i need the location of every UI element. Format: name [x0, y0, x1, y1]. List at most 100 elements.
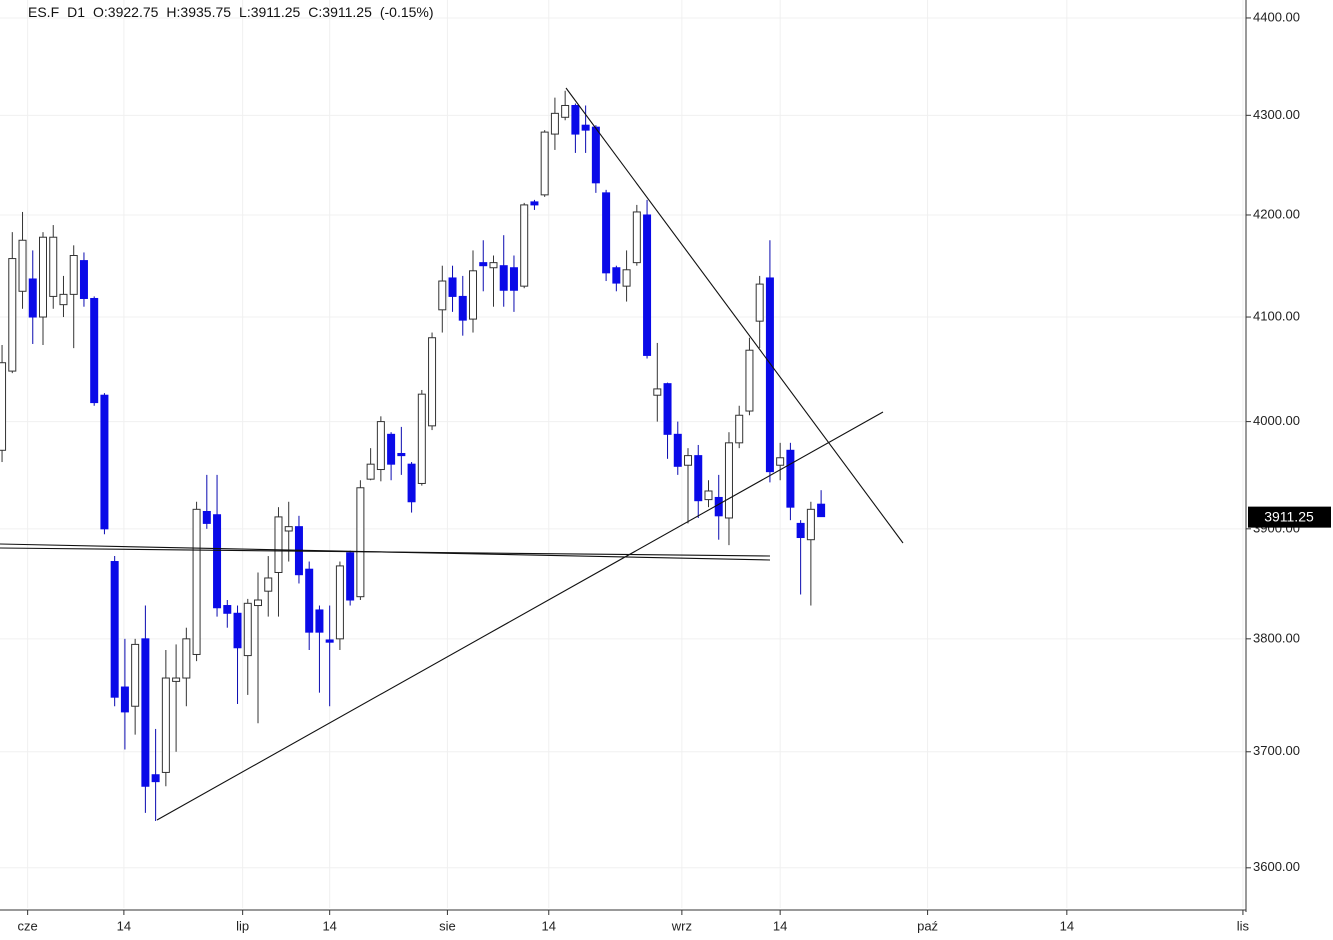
y-tick-label: 4300.00 [1253, 107, 1300, 122]
candle-body [254, 599, 263, 607]
candle-body [489, 262, 498, 269]
candle-body [131, 643, 140, 707]
y-tick-label: 4200.00 [1253, 206, 1300, 221]
symbol: ES.F [28, 4, 60, 20]
candle-body [499, 265, 508, 291]
candle-body [469, 270, 478, 320]
candle-body [571, 104, 580, 135]
candle-body [530, 201, 539, 206]
candle-body [213, 514, 222, 609]
candle-body [817, 503, 826, 518]
candle-body [704, 490, 713, 501]
candle-body [776, 457, 785, 466]
candle-body [39, 236, 48, 318]
y-tick-label: 4400.00 [1253, 9, 1300, 24]
trendline [565, 87, 904, 544]
candle-body [755, 283, 764, 322]
candle-body [540, 131, 549, 196]
x-tick-label: lip [236, 918, 249, 933]
y-tick-label: 3700.00 [1253, 743, 1300, 758]
close: C:3911.25 [308, 4, 372, 20]
candle-body [786, 449, 795, 508]
candle-body [806, 508, 815, 541]
x-tick-label: 14 [322, 918, 336, 933]
candle-body [520, 204, 529, 287]
candle-body [120, 686, 129, 713]
y-tick-label: 4100.00 [1253, 308, 1300, 323]
candle-body [694, 455, 703, 502]
candle-body [581, 124, 590, 131]
x-tick-label: 14 [1060, 918, 1074, 933]
candle-body [325, 639, 334, 643]
candle-body [796, 522, 805, 539]
candle-body [366, 463, 375, 480]
grid [0, 0, 1246, 908]
candle-body [49, 236, 58, 297]
trendline [0, 547, 771, 557]
candle-body [407, 463, 416, 503]
x-tick-label: cze [18, 918, 38, 933]
candle-body [59, 293, 68, 306]
candle-body [458, 295, 467, 321]
candle-body [274, 516, 283, 573]
candle-body [151, 774, 160, 783]
candle-body [28, 278, 37, 318]
candle-body [397, 452, 406, 457]
candle-body [79, 260, 88, 299]
high: H:3935.75 [166, 4, 232, 20]
candle-body [100, 394, 109, 530]
x-tick-label: 14 [117, 918, 131, 933]
candle-body [110, 561, 119, 698]
candle-body [714, 496, 723, 517]
trendlines [0, 87, 904, 821]
candle-body [233, 612, 242, 649]
candle-body [172, 677, 181, 682]
x-tick-label: sie [439, 918, 456, 933]
candle-body [653, 388, 662, 396]
candle-body [223, 605, 232, 614]
candle-body [561, 104, 570, 118]
candles [0, 90, 826, 822]
x-tick-label: paź [917, 918, 938, 933]
candle-body [305, 568, 314, 633]
candle-body [550, 112, 559, 135]
candle-body [8, 258, 17, 372]
open: O:3922.75 [93, 4, 159, 20]
last-price-box [1248, 506, 1331, 528]
x-tick-label: lis [1237, 918, 1250, 933]
candle-body [315, 609, 324, 633]
candle-body [745, 349, 754, 412]
candle-body [612, 267, 621, 284]
candle-body [356, 487, 365, 598]
candle-body [673, 433, 682, 467]
candle-body [18, 239, 27, 292]
candle-body [161, 677, 170, 773]
candle-body [643, 214, 652, 356]
header: ES.F D1 O:3922.75 H:3935.75 L:3911.25 C:3911.… [28, 4, 442, 20]
candle-body [735, 414, 744, 444]
candle-body [387, 433, 396, 465]
y-tick-label: 3600.00 [1253, 859, 1300, 874]
candle-body [509, 267, 518, 291]
candle-body [663, 383, 672, 435]
candle-body [591, 126, 600, 184]
y-tick-label: 4000.00 [1253, 413, 1300, 428]
candle-body [632, 211, 641, 264]
y-tick-label: 3800.00 [1253, 630, 1300, 645]
candle-body [90, 297, 99, 404]
candle-body [438, 280, 447, 311]
candle-body [192, 508, 201, 655]
candle-body [284, 526, 293, 532]
candle-body [428, 337, 437, 427]
candle-body [479, 262, 488, 267]
low: L:3911.25 [239, 4, 301, 20]
candle-body [448, 277, 457, 297]
candle-body [346, 552, 355, 601]
timeframe: D1 [67, 4, 86, 20]
candle-body [724, 442, 733, 519]
candle-body [264, 577, 273, 592]
x-tick-label: wrz [671, 918, 692, 933]
candle-body [376, 421, 385, 471]
candle-body [622, 269, 631, 287]
